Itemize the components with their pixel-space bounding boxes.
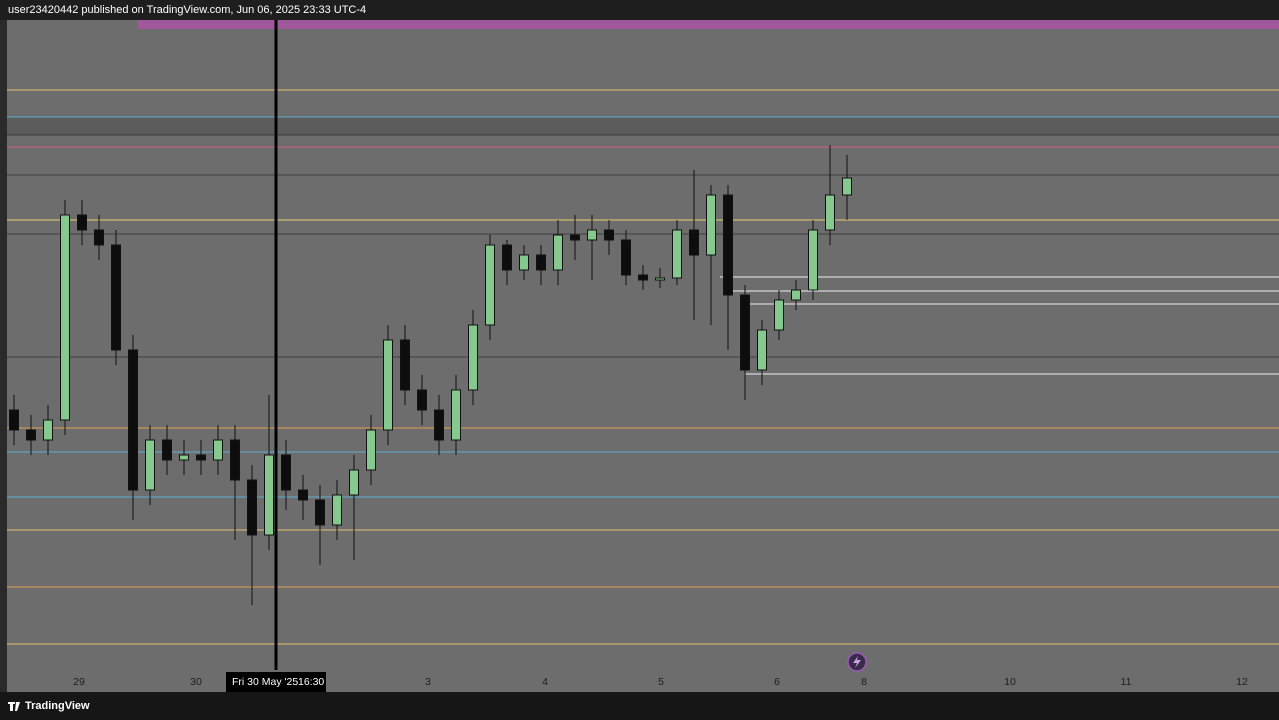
candle-body [145,439,155,491]
candle-body [77,214,87,231]
time-label: 30 [190,676,202,688]
candle-body [723,194,733,296]
candle-body [808,229,818,291]
candle-body [128,349,138,491]
time-label: 5 [658,676,664,688]
candle-body [706,194,716,256]
candle-body [672,229,682,279]
candle-body [604,229,614,241]
candles [9,145,852,605]
candle-body [230,439,240,481]
candle-body [434,409,444,441]
time-label: 12 [1236,676,1248,688]
footer-bar [0,692,1279,720]
candle-body [383,339,393,431]
candle-body [536,254,546,271]
time-label: 10 [1004,676,1016,688]
candle-body [417,389,427,411]
time-label: 4 [542,676,548,688]
candle-body [791,289,801,301]
header-text: user23420442 published on TradingView.co… [8,4,366,16]
candle-body [689,229,699,256]
candle-body [213,439,223,461]
candle-body [570,234,580,241]
candle-body [553,234,563,271]
candle-body [332,494,342,526]
candle-body [43,419,53,441]
candle-body [26,429,36,441]
zone-band [7,117,1279,135]
time-label: 8 [861,676,867,688]
candle-body [281,454,291,491]
brand-name: TradingView [25,700,90,712]
candle-body [298,489,308,501]
header-bar [0,0,1279,20]
candle-body [162,439,172,461]
time-label: 6 [774,676,780,688]
alert-icon-bolt [853,656,861,668]
candle-body [638,274,648,281]
candle-body [485,244,495,326]
candle-body [757,329,767,371]
time-label: 29 [73,676,85,688]
candle-body [264,454,274,536]
crosshair-line [274,20,278,670]
candle-body [366,429,376,471]
candle-body [519,254,529,271]
candle-body [60,214,70,421]
candle-body [179,454,189,461]
candle-body [9,409,19,431]
left-strip [0,20,7,692]
level-lines [7,89,1279,645]
candle-body [621,239,631,276]
crosshair-date: Fri 30 May '25 [232,676,298,688]
candle-body [451,389,461,441]
crosshair-label-box [226,672,326,692]
candle-body [502,244,512,271]
candle-body [349,469,359,496]
candle-body [315,499,325,526]
candle-body [111,244,121,351]
candle-body [468,324,478,391]
crosshair-time: 16:30 [298,676,324,688]
candle-body [400,339,410,391]
candle-body [655,277,665,281]
candle-body [196,454,206,461]
candle-body [94,229,104,246]
zone-band [138,20,1279,29]
candle-body [774,299,784,331]
brand-logo [8,702,20,711]
candle-body [587,229,597,241]
time-label: 11 [1121,676,1132,688]
time-axis: 29 30 3 4 5 6 8 10 11 12 [73,676,1248,688]
candle-body [842,177,852,196]
candle-body [825,194,835,231]
candle-body [740,294,750,371]
time-label: 3 [425,676,431,688]
candle-body [247,479,257,536]
